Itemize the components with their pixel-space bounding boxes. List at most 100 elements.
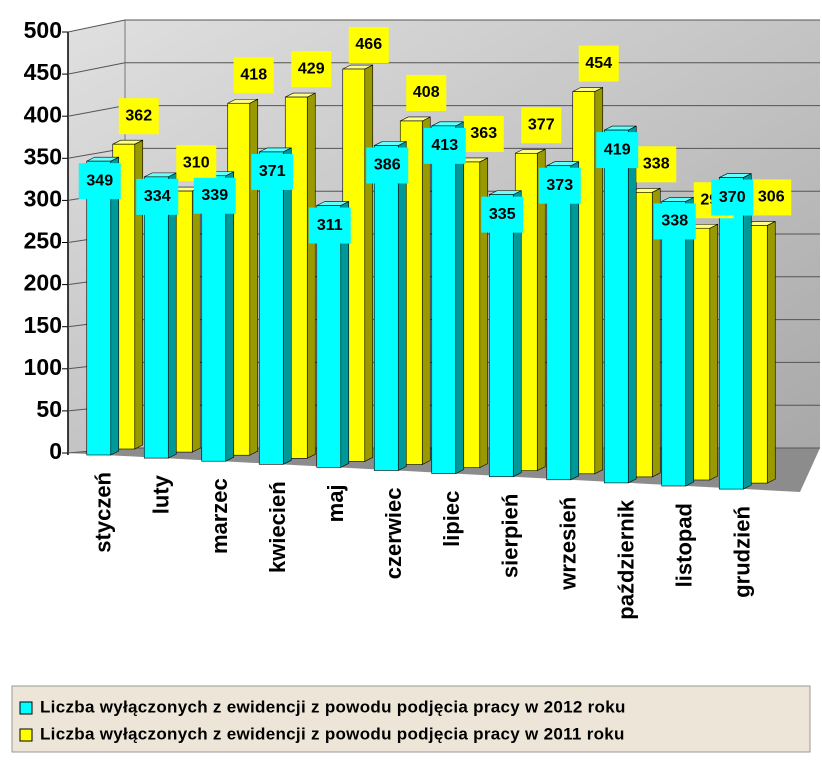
- y-tick-label: 100: [24, 354, 62, 380]
- label-box: [406, 74, 447, 111]
- y-tick-label: 400: [24, 101, 62, 127]
- label-box: [118, 98, 159, 135]
- bar-side: [397, 141, 407, 471]
- value-label: 371: [259, 163, 286, 180]
- y-tick-label: 150: [24, 312, 62, 338]
- value-label: 429: [298, 60, 325, 77]
- value-label: 466: [355, 36, 382, 53]
- bar-side: [306, 92, 316, 459]
- x-tick-label: sierpień: [497, 494, 522, 578]
- x-tick-label: maj: [323, 484, 348, 522]
- bar-side: [512, 190, 522, 478]
- bar-side: [766, 220, 776, 484]
- value-label: 419: [604, 141, 631, 158]
- label-box: [538, 167, 581, 204]
- value-label: 418: [240, 66, 267, 83]
- value-label: 338: [643, 156, 670, 173]
- x-tick-label: marzec: [207, 478, 232, 554]
- label-box: [751, 179, 792, 216]
- bar-side: [191, 186, 201, 453]
- label-box: [578, 45, 619, 82]
- bar: [431, 125, 457, 474]
- x-tick-label: czerwiec: [381, 488, 406, 580]
- label-box: [233, 57, 274, 94]
- y-tick-label: 500: [24, 17, 62, 43]
- legend-swatch: [19, 701, 33, 715]
- value-label: 386: [374, 157, 401, 174]
- value-label: 408: [413, 84, 440, 101]
- value-label: 373: [546, 177, 573, 194]
- value-label: 363: [470, 125, 497, 142]
- value-label: 370: [719, 189, 746, 206]
- value-label: 339: [201, 187, 228, 204]
- bar-side: [455, 121, 465, 475]
- value-label: 413: [431, 137, 458, 154]
- value-label: 306: [758, 189, 785, 206]
- x-tick-label: listopad: [672, 503, 697, 587]
- value-label: 454: [585, 55, 612, 72]
- label-box: [711, 179, 754, 216]
- label-box: [636, 146, 677, 183]
- label-box: [596, 132, 639, 169]
- value-label: 377: [528, 116, 555, 133]
- y-tick-label: 200: [24, 270, 62, 296]
- bar: [661, 201, 687, 487]
- value-label: 335: [489, 206, 516, 223]
- label-box: [291, 51, 332, 88]
- label-box: [481, 196, 524, 233]
- bar: [143, 176, 169, 459]
- bar-side: [167, 172, 177, 459]
- bar-side: [570, 161, 580, 481]
- label-box: [366, 147, 409, 184]
- bar-side: [709, 223, 719, 481]
- value-label: 349: [86, 172, 113, 189]
- grid-line: [67, 105, 126, 117]
- bar-side: [421, 116, 431, 465]
- label-box: [136, 178, 179, 215]
- label-box: [193, 177, 236, 214]
- bar: [373, 145, 399, 471]
- value-label: 362: [125, 107, 152, 124]
- y-tick-label: 350: [24, 143, 62, 169]
- y-tick-label: 50: [36, 396, 62, 422]
- label-box: [423, 127, 466, 164]
- y-tick-label: 300: [24, 185, 62, 211]
- bar: [258, 151, 284, 465]
- bar-side: [282, 147, 292, 465]
- x-tick-label: luty: [149, 474, 174, 514]
- bar-side: [742, 173, 752, 490]
- legend-swatch: [19, 728, 33, 742]
- label-box: [463, 115, 504, 152]
- bar: [603, 129, 629, 484]
- label-box: [78, 163, 121, 200]
- x-tick-label: grudzień: [730, 506, 755, 598]
- x-tick-label: wrzesień: [555, 497, 580, 591]
- label-box: [308, 207, 351, 244]
- y-tick-label: 450: [24, 59, 62, 85]
- value-label: 310: [183, 154, 210, 171]
- bar-side: [110, 156, 120, 456]
- bar-side: [225, 171, 235, 462]
- x-tick-label: lipiec: [439, 491, 464, 547]
- x-tick-label: październik: [613, 499, 638, 620]
- bar-side: [249, 98, 259, 456]
- bar: [488, 194, 514, 478]
- label-box: [521, 107, 562, 144]
- bar: [718, 177, 744, 490]
- value-label: 311: [317, 217, 343, 234]
- value-label: 338: [661, 213, 688, 230]
- bar-side: [627, 125, 637, 484]
- legend-label: Liczba wyłączonych z ewidencji z powodu …: [40, 724, 625, 743]
- legend-label: Liczba wyłączonych z ewidencji z powodu …: [40, 697, 626, 716]
- legend: Liczba wyłączonych z ewidencji z powodu …: [11, 685, 811, 753]
- x-tick-label: kwiecień: [265, 481, 290, 573]
- bar: [201, 175, 227, 462]
- y-tick-label: 0: [49, 438, 62, 464]
- label-box: [653, 203, 696, 240]
- bar-side: [685, 196, 695, 487]
- x-tick-label: styczeń: [91, 472, 116, 553]
- grid-line: [67, 62, 126, 75]
- value-label: 334: [144, 188, 171, 205]
- label-box: [348, 27, 389, 63]
